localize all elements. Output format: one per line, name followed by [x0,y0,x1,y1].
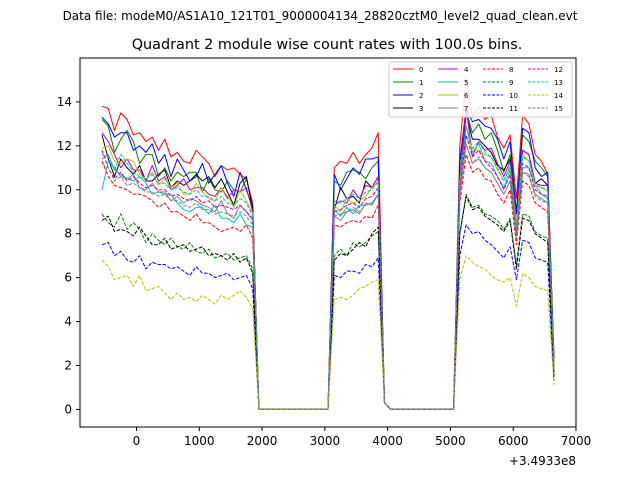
x-tick-label: 3000 [310,434,341,448]
series-line-12 [101,134,555,410]
x-offset-label: +3.4933e8 [509,454,576,468]
legend-label-13: 13 [554,79,563,87]
x-tick-label: 5000 [435,434,466,448]
series-line-13 [101,125,555,410]
legend-label-6: 6 [464,92,469,100]
legend-label-10: 10 [509,92,518,100]
legend-label-14: 14 [554,92,563,100]
legend-label-1: 1 [419,79,423,87]
x-tick-label: 7000 [561,434,592,448]
series-line-10 [101,224,555,410]
legend-label-9: 9 [509,79,513,87]
chart-suptitle: Data file: modeM0/AS1A10_121T01_90000041… [63,9,578,23]
series-line-0 [101,77,555,410]
y-tick-label: 8 [64,227,72,241]
y-tick-label: 2 [64,359,72,373]
series-line-11 [101,195,555,410]
y-tick-label: 0 [64,402,72,416]
legend-label-2: 2 [419,92,423,100]
series-line-3 [101,112,555,410]
series-line-14 [101,255,555,410]
x-tick-label: 0 [133,434,141,448]
x-tick-label: 6000 [498,434,529,448]
legend-label-15: 15 [554,105,563,113]
x-tick-label: 4000 [372,434,403,448]
legend-box [388,61,573,118]
legend-label-5: 5 [464,79,468,87]
y-tick-label: 12 [57,139,72,153]
legend-label-7: 7 [464,105,468,113]
plot-area: 0 1000 2000 3000 4000 5000 6000 700002468101214… [57,57,592,448]
legend-label-12: 12 [554,66,563,74]
series-line-15 [101,143,555,410]
y-tick-label: 4 [64,315,72,329]
y-tick-label: 14 [57,95,72,109]
series-line-9 [101,193,555,410]
legend-label-0: 0 [419,66,423,74]
series-line-8 [101,154,555,410]
chart-title: Quadrant 2 module wise count rates with … [132,37,523,53]
plot-frame [79,57,577,428]
legend-label-3: 3 [419,105,423,113]
legend-label-8: 8 [509,66,513,74]
legend-label-11: 11 [509,105,518,113]
y-tick-label: 10 [57,183,72,197]
legend-label-4: 4 [464,66,469,74]
series-line-4 [101,105,555,410]
y-tick-label: 6 [64,271,72,285]
x-tick-label: 2000 [247,434,278,448]
x-tick-label: 1000 [184,434,215,448]
